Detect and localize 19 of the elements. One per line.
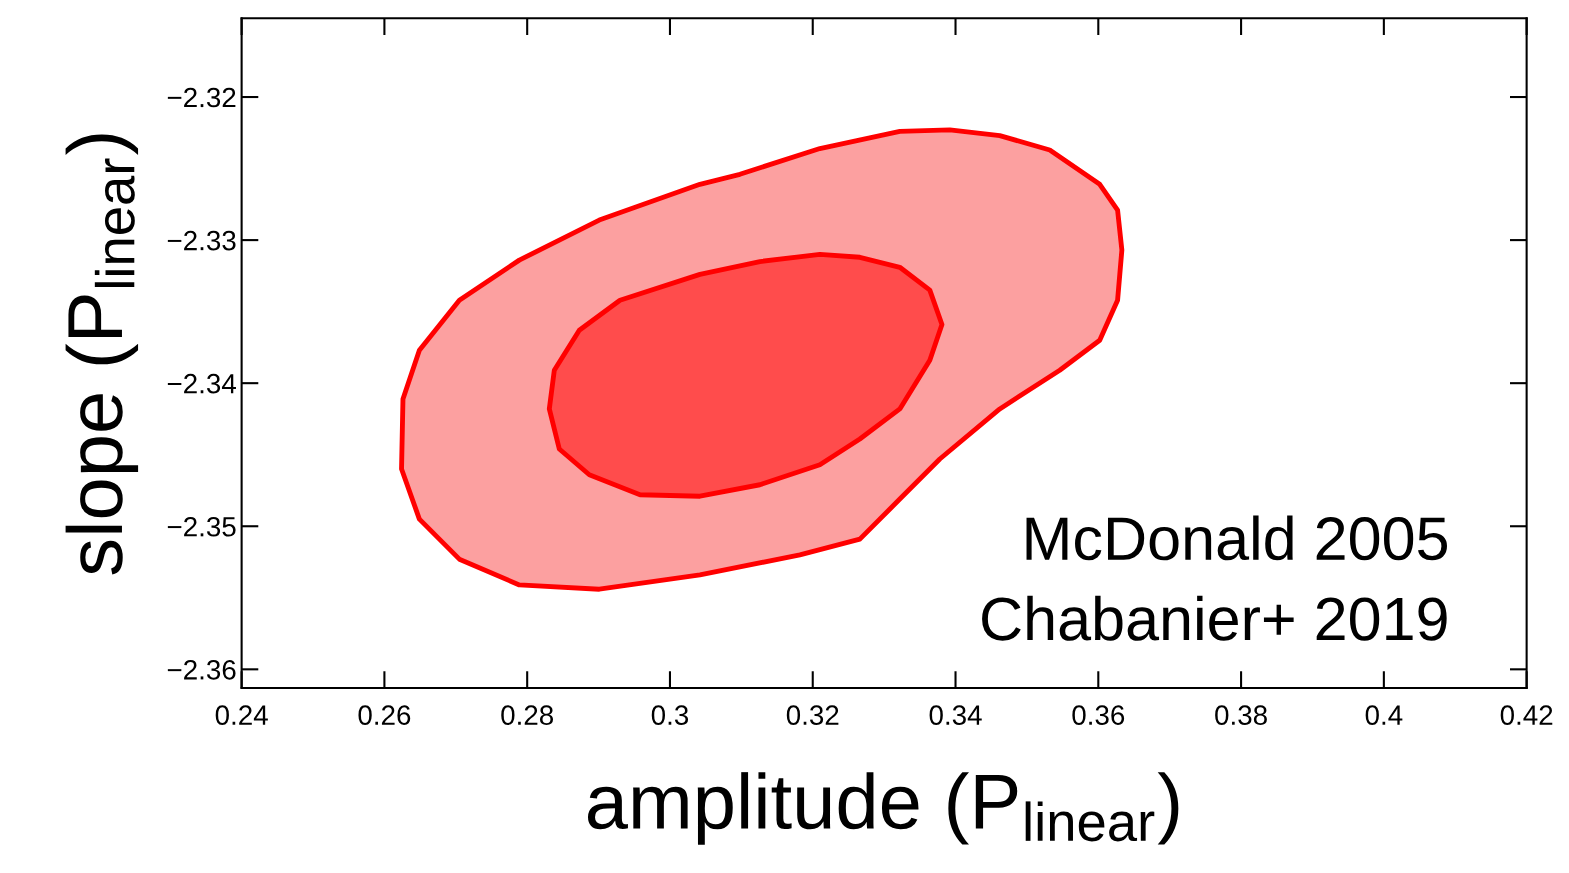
y-tick-label: −2.32 bbox=[167, 87, 236, 108]
x-tick-label: 0.32 bbox=[786, 705, 839, 725]
x-tick-label: 0.4 bbox=[1365, 705, 1403, 725]
y-axis-title: slope (P$_{linear}$) bbox=[65, 134, 139, 575]
y-tick-label: −2.35 bbox=[167, 516, 236, 537]
annotation: Chabanier+ 2019 bbox=[982, 595, 1447, 641]
y-tick-label: −2.33 bbox=[167, 230, 236, 251]
x-tick-label: 0.28 bbox=[501, 705, 554, 725]
y-tick-label: −2.34 bbox=[167, 373, 236, 394]
x-axis-title: amplitude (P$_{linear}$) bbox=[587, 772, 1179, 845]
x-tick-label: 0.36 bbox=[1072, 705, 1125, 725]
y-tick-label: −2.36 bbox=[167, 659, 236, 680]
annotation: McDonald 2005 bbox=[1026, 515, 1447, 561]
x-tick-label: 0.26 bbox=[358, 705, 411, 725]
x-tick-label: 0.24 bbox=[215, 705, 268, 725]
x-tick-label: 0.34 bbox=[929, 705, 982, 725]
x-tick-label: 0.42 bbox=[1500, 705, 1553, 725]
x-tick-label: 0.38 bbox=[1215, 705, 1267, 725]
x-tick-label: 0.3 bbox=[651, 705, 689, 725]
